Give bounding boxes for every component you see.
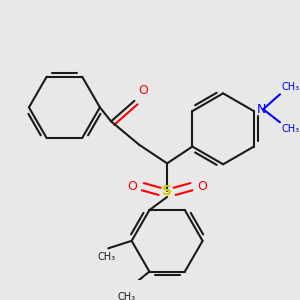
- Text: CH₃: CH₃: [282, 82, 300, 92]
- Text: S: S: [162, 184, 172, 198]
- Text: CH₃: CH₃: [118, 292, 136, 300]
- Text: N: N: [256, 103, 266, 116]
- Text: O: O: [128, 180, 137, 193]
- Text: CH₃: CH₃: [98, 252, 116, 262]
- Text: O: O: [197, 180, 207, 193]
- Text: CH₃: CH₃: [282, 124, 300, 134]
- Text: O: O: [138, 84, 148, 97]
